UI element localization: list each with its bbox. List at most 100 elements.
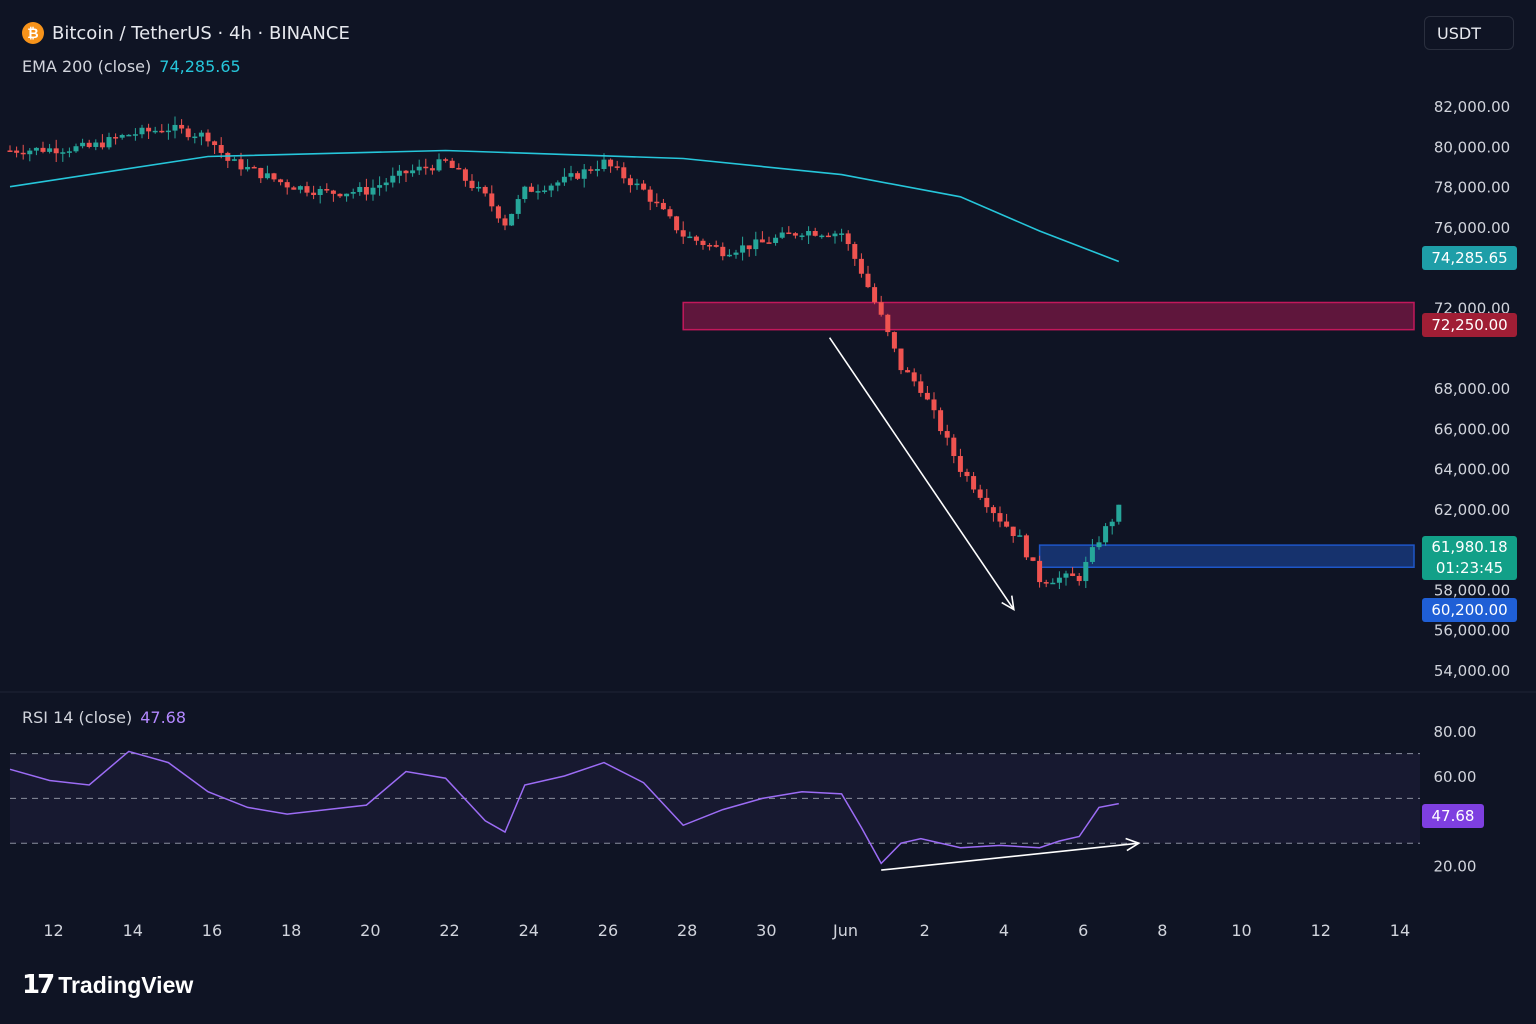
time-tick-label: 30 (756, 921, 776, 940)
candle (1056, 571, 1062, 590)
candle (291, 185, 297, 190)
candle (660, 198, 666, 211)
time-axis: 12 14 16 18 20 22 24 26 28 30 Jun 2 4 6 8 10 12 14 (43, 921, 1410, 940)
candle (528, 183, 534, 193)
time-tick-label: 22 (439, 921, 459, 940)
candle-body (1070, 573, 1076, 576)
candle-body (284, 182, 290, 188)
candle (891, 331, 897, 353)
price-tick-label: 78,000.00 (1434, 179, 1510, 197)
candle-body (53, 148, 59, 154)
candle (839, 228, 845, 242)
candle (159, 124, 165, 134)
candle-body (192, 136, 198, 139)
candle (152, 126, 158, 134)
candle (53, 139, 59, 163)
candle (707, 243, 713, 251)
symbol-title[interactable]: ₿ Bitcoin / TetherUS · 4h · BINANCE (22, 22, 350, 44)
candle (1063, 570, 1069, 586)
candle (377, 176, 383, 196)
candle-body (47, 148, 53, 152)
price-tick-label: 56,000.00 (1434, 622, 1510, 640)
candle-body (957, 456, 963, 472)
candle-body (555, 182, 561, 186)
candle (172, 116, 178, 139)
candle-body (106, 137, 112, 148)
candle-body (858, 258, 864, 274)
candle (858, 253, 864, 278)
candle-body (528, 186, 534, 192)
candle-body (429, 168, 435, 171)
candle (766, 236, 772, 244)
candle-body (924, 392, 930, 400)
candle (179, 119, 185, 134)
candle (581, 164, 587, 188)
candle (687, 231, 693, 239)
tradingview-icon: 17 (22, 970, 55, 1000)
candle-body (14, 150, 20, 153)
candle-body (1076, 575, 1082, 582)
candle (594, 160, 600, 177)
rsi-legend[interactable]: RSI 14 (close) 47.68 (22, 708, 186, 727)
candle-body (205, 132, 211, 142)
candle (819, 234, 825, 239)
zones-layer (682, 301, 1415, 568)
candle-body (93, 142, 99, 147)
candle-body (40, 147, 46, 152)
candle (27, 148, 33, 162)
candle-body (185, 128, 191, 138)
candle (86, 139, 92, 149)
candle-body (773, 237, 779, 243)
candle-body (891, 332, 897, 349)
tradingview-logo[interactable]: 17 TradingView (22, 970, 193, 1000)
candle (403, 170, 409, 183)
time-tick-label: 8 (1157, 921, 1167, 940)
candle (720, 242, 726, 261)
candle (469, 174, 475, 191)
candle-body (86, 142, 92, 147)
candle-body (911, 372, 917, 382)
candle-body (113, 137, 119, 139)
candle (66, 147, 72, 158)
rsi-label: RSI 14 (close) (22, 708, 133, 727)
candle (575, 171, 581, 181)
currency-button[interactable]: USDT (1424, 16, 1514, 50)
ema-legend[interactable]: EMA 200 (close) 74,285.65 (22, 57, 241, 76)
candle (792, 232, 798, 239)
candle (443, 157, 449, 163)
candle (964, 468, 970, 482)
candle-body (746, 245, 752, 250)
time-tick-label: 12 (1311, 921, 1331, 940)
candle (647, 186, 653, 211)
time-tick-label: 14 (123, 921, 143, 940)
candle-body (278, 179, 284, 183)
candle-body (779, 232, 785, 238)
candle-body (1023, 535, 1029, 558)
candle-body (759, 239, 765, 243)
candle-body (561, 176, 567, 183)
candle (119, 133, 125, 140)
candle (456, 163, 462, 170)
candle-body (1050, 582, 1056, 585)
candle-body (443, 159, 449, 161)
candle-body (20, 152, 26, 155)
candle-body (825, 235, 831, 238)
candle-body (713, 245, 719, 247)
candle-body (119, 135, 125, 138)
candle (192, 132, 198, 144)
candle (984, 489, 990, 513)
price-tick-label: 54,000.00 (1434, 662, 1510, 680)
candle (495, 204, 501, 223)
candle (621, 162, 627, 184)
candle (641, 180, 647, 191)
candle (436, 153, 442, 172)
ema-price-tag: 74,285.65 (1422, 246, 1517, 270)
candle (733, 249, 739, 259)
candle (218, 137, 224, 159)
candle (990, 504, 996, 522)
candle (726, 249, 732, 258)
candle-body (73, 146, 79, 152)
candle-body (542, 190, 548, 192)
candle (568, 165, 574, 181)
